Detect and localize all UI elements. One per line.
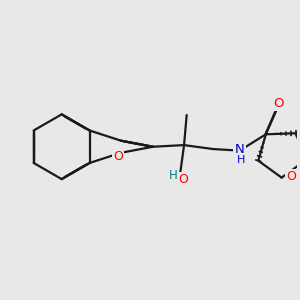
Text: N: N (235, 142, 244, 155)
Text: O: O (274, 97, 284, 110)
Text: H: H (237, 155, 245, 165)
Text: O: O (113, 150, 123, 163)
Text: O: O (178, 173, 188, 186)
Text: O: O (286, 170, 296, 184)
Text: H: H (169, 169, 177, 182)
